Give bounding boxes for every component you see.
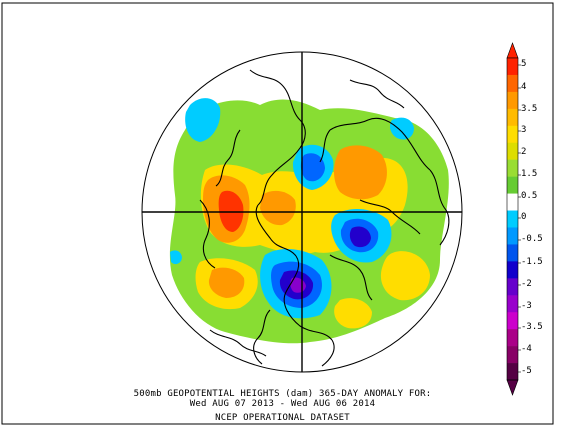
- colorbar-swatch: [507, 193, 518, 211]
- colorbar-swatch: [507, 329, 518, 347]
- colorbar-label: 3: [521, 125, 527, 135]
- colorbar-swatch: [507, 346, 518, 364]
- caption-line-2: Wed AUG 07 2013 - Wed AUG 06 2014: [189, 399, 376, 409]
- anomaly-negative-strong-centre: [349, 226, 371, 248]
- anomaly-field: [169, 69, 450, 367]
- colorbar-label: 0.5: [521, 191, 538, 201]
- map-outline: [141, 51, 463, 373]
- colorbar-swatch: [507, 142, 518, 160]
- colorbar-label: 2: [521, 147, 527, 157]
- colorbar-label: -3.5: [521, 322, 543, 332]
- anomaly-positive-mid-south: [208, 267, 245, 298]
- anomaly-positive-low-se: [334, 298, 372, 329]
- colorbar-label: 4: [521, 82, 527, 92]
- colorbar-swatch: [507, 74, 518, 93]
- colorbar-label: -4: [521, 344, 532, 354]
- colorbar-swatch: [507, 108, 518, 127]
- colorbar-swatch: [507, 176, 518, 194]
- colorbar-swatch: [507, 227, 518, 245]
- anomaly-negative-mid-pole: [300, 153, 325, 182]
- anomaly-positive-mid-centre: [260, 190, 296, 226]
- caption-line-3: NCEP OPERATIONAL DATASET: [215, 413, 350, 423]
- colorbar-outline: [506, 57, 519, 381]
- colorbar-label: 1.5: [521, 169, 538, 179]
- anomaly-negative-weak-west: [170, 250, 182, 265]
- caption-line-1: 500mb GEOPOTENTIAL HEIGHTS (dam) 365-DAY…: [133, 389, 432, 399]
- colorbar-swatch: [507, 295, 518, 313]
- colorbar-label: -5: [521, 366, 532, 376]
- polar-map: [141, 51, 463, 373]
- colorbar-swatch: [507, 244, 518, 262]
- anomaly-negative-weak-north: [185, 98, 221, 142]
- colorbar-swatch: [507, 278, 518, 296]
- colorbar-swatch: [507, 125, 518, 144]
- anomaly-negative-weak-ne: [389, 117, 414, 140]
- colorbar-label: -0.5: [521, 234, 543, 244]
- colorbar-swatch: [507, 210, 518, 228]
- colorbar-top-arrow: [506, 42, 519, 59]
- anomaly-positive-mid-east: [334, 145, 387, 200]
- colorbar-label: 3.5: [521, 104, 538, 114]
- colorbar-label: -2: [521, 279, 532, 289]
- colorbar-swatch: [507, 312, 518, 330]
- figure-border: [1, 2, 554, 425]
- colorbar-label: -3: [521, 301, 532, 311]
- colorbar-swatch: [507, 363, 518, 381]
- colorbar-swatch: [507, 261, 518, 279]
- colorbar-swatch: [507, 91, 518, 110]
- colorbar-label: 5: [521, 59, 527, 69]
- colorbar: [506, 42, 521, 396]
- colorbar-swatch: [507, 159, 518, 177]
- colorbar-label: 0: [521, 212, 527, 222]
- anomaly-positive-low-east: [380, 251, 430, 301]
- colorbar-swatch: [507, 58, 518, 76]
- colorbar-label: -1.5: [521, 257, 543, 267]
- coastlines: [199, 69, 450, 367]
